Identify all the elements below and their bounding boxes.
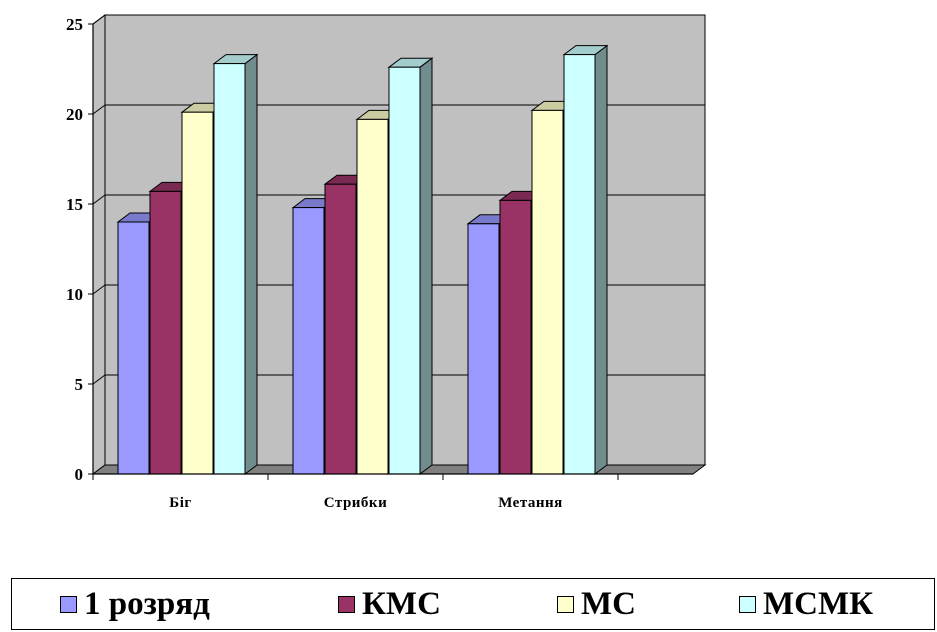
chart-bars <box>116 44 609 475</box>
x-category-label: Метання <box>498 495 563 511</box>
chart-legend: 1 розряд КМС МС МСМК <box>11 578 935 630</box>
legend-label: МСМК <box>763 585 874 622</box>
gridline-depth <box>92 374 106 385</box>
bar <box>562 44 609 475</box>
gridline-depth <box>92 194 106 205</box>
side-wall <box>92 14 106 475</box>
y-axis-tick-labels: 0 5 10 15 20 25 <box>66 15 83 484</box>
y-tick-label: 20 <box>66 105 83 124</box>
y-tick-label: 15 <box>66 195 83 214</box>
legend-label: 1 розряд <box>84 585 210 622</box>
y-tick-label: 10 <box>66 285 83 304</box>
chart-axes <box>88 23 693 480</box>
legend-label: МС <box>581 585 636 622</box>
gridline-depth <box>92 14 106 25</box>
legend-swatch <box>557 595 574 613</box>
legend-item: 1 розряд <box>60 579 210 629</box>
bar-chart: 0 5 10 15 20 25 Біг Стрибки Метання <box>66 14 707 511</box>
legend-item: МСМК <box>739 579 873 629</box>
y-tick-label: 25 <box>66 15 83 34</box>
bar <box>387 57 434 475</box>
legend-swatch <box>338 595 355 613</box>
gridline-depth <box>92 104 106 115</box>
legend-swatch <box>739 595 756 613</box>
gridline-depth <box>92 284 106 295</box>
legend-label: КМС <box>362 585 441 622</box>
x-axis-category-labels: Біг Стрибки Метання <box>169 495 562 511</box>
x-category-label: Біг <box>169 495 191 511</box>
bar <box>212 53 259 475</box>
x-category-label: Стрибки <box>324 495 387 511</box>
y-tick-label: 5 <box>75 375 84 394</box>
legend-swatch <box>60 595 77 613</box>
legend-item: МС <box>557 579 636 629</box>
y-tick-label: 0 <box>75 465 84 484</box>
legend-item: КМС <box>338 579 441 629</box>
